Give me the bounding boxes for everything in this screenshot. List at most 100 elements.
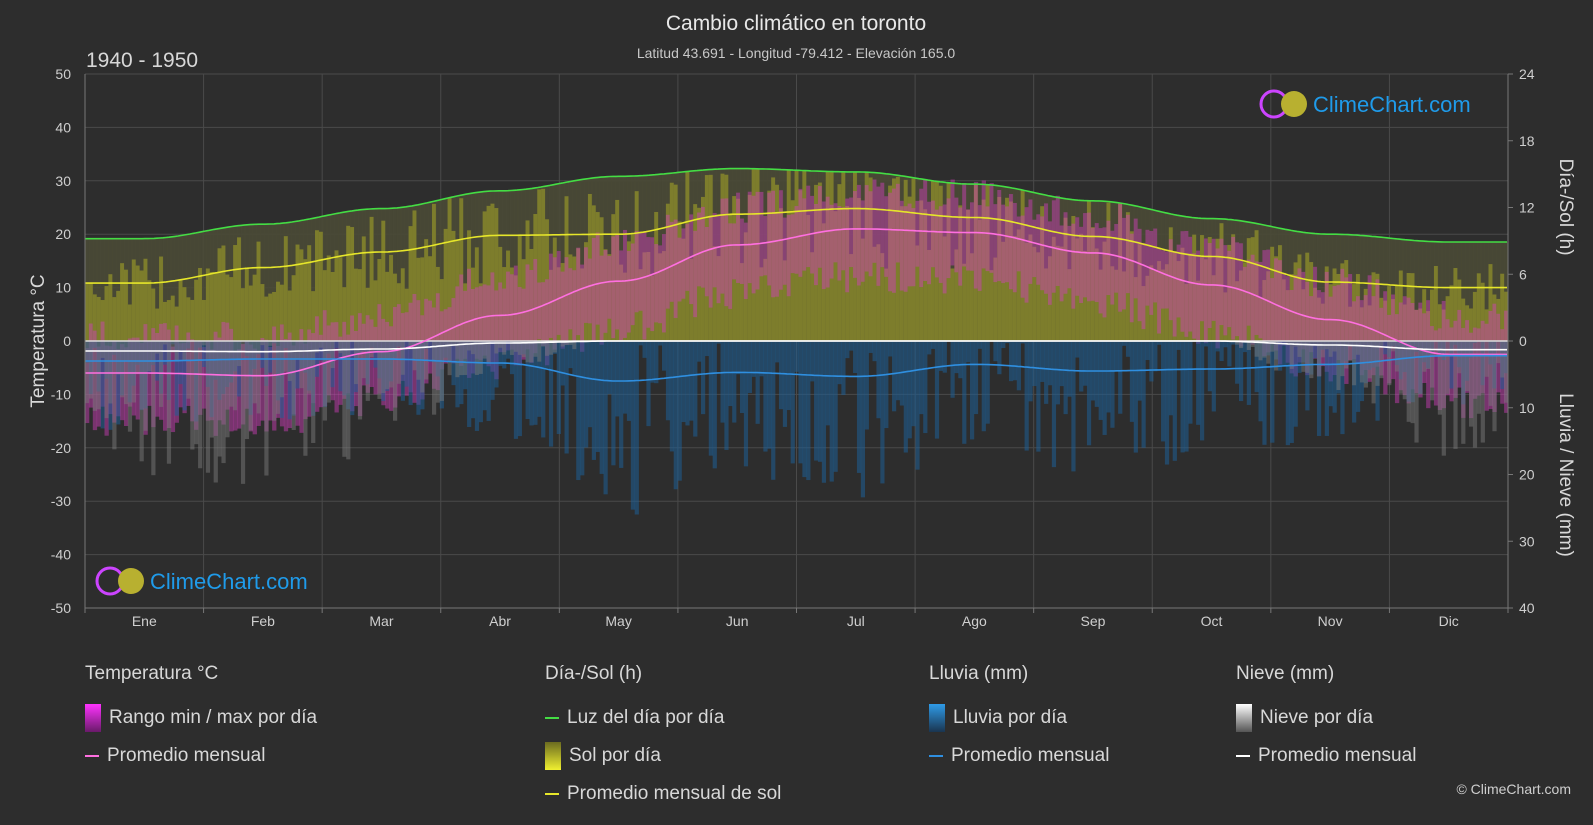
sunshine-bar: [474, 247, 480, 341]
rain-bar: [919, 341, 924, 415]
snow-bar: [283, 341, 289, 372]
temp-range-bar: [704, 226, 710, 297]
temp-range-bar: [1129, 233, 1135, 323]
snow-bar: [1426, 341, 1431, 369]
rain-bar: [950, 341, 955, 398]
sunshine-bar: [837, 184, 842, 341]
sunshine-bar: [1410, 273, 1415, 341]
snow-bar: [1496, 341, 1501, 364]
rain-bar: [1238, 341, 1244, 402]
snow-bar: [264, 341, 269, 476]
temp-range-bar: [470, 289, 476, 374]
rain-bar: [669, 341, 674, 452]
daylight-bar: [1348, 234, 1353, 341]
rain-bar: [529, 341, 534, 426]
snow-bar: [315, 341, 320, 353]
sunshine-bar: [693, 204, 698, 341]
snow-bar: [1406, 341, 1411, 422]
daylight-bar: [1496, 241, 1501, 341]
sunshine-bar: [346, 225, 351, 341]
temp-range-bar: [907, 203, 912, 287]
temp-range-bar: [1086, 212, 1092, 302]
sunshine-bar: [104, 286, 109, 341]
sunshine-bar: [1083, 250, 1088, 341]
snow-bar: [498, 341, 503, 348]
rain-bar: [1211, 341, 1216, 412]
sunshine-bar: [389, 254, 394, 341]
sunshine-bar: [611, 214, 616, 341]
temp-range-bar: [1320, 292, 1326, 367]
rain-bar: [903, 341, 908, 453]
snow-bar: [1235, 341, 1240, 345]
left-tick-label: -10: [51, 386, 71, 402]
temp-range-bar: [1125, 214, 1131, 294]
daylight-bar: [1484, 241, 1489, 341]
rain-bar: [494, 341, 499, 388]
sunshine-bar: [572, 256, 577, 341]
rain-bar: [681, 341, 686, 423]
temp-range-bar: [946, 198, 951, 279]
sunshine-bar: [1500, 273, 1505, 341]
rain-bar: [174, 341, 179, 416]
legend-item-temp-range: Rango min / max por día: [85, 699, 317, 737]
sunshine-bar: [786, 169, 792, 341]
rain-bar: [778, 341, 784, 410]
temp-range-bar: [513, 265, 519, 366]
rain-bar: [767, 341, 772, 449]
sunshine-bar: [159, 256, 164, 341]
sunshine-bar: [973, 184, 979, 341]
temp-range-bar: [201, 347, 207, 409]
sunshine-bar: [1075, 238, 1080, 341]
daylight-bar: [1367, 236, 1372, 341]
rain-bar: [849, 341, 854, 351]
sunshine-bar: [895, 176, 901, 341]
temp-range-bar: [1012, 202, 1018, 293]
daylight-bar: [439, 199, 445, 341]
temp-range-bar: [1090, 227, 1096, 301]
daylight-bar: [1414, 240, 1419, 341]
sunshine-swatch: [545, 742, 561, 770]
rain-bar: [1157, 341, 1162, 345]
temp-range-bar: [658, 245, 663, 324]
rain-bar: [1110, 341, 1115, 428]
daylight-bar: [155, 238, 160, 341]
sunshine-bar: [420, 257, 425, 341]
rain-bar: [868, 341, 873, 353]
rain-bar: [1258, 341, 1263, 422]
snow-bar: [552, 341, 558, 353]
daylight-bar: [1445, 241, 1450, 341]
sunshine-bar: [1433, 265, 1439, 341]
daylight-bar: [560, 182, 565, 341]
temp-range-bar: [1340, 268, 1345, 364]
sunshine-bar: [1016, 229, 1022, 341]
temp-range-bar: [1184, 231, 1189, 337]
sunshine-bar: [459, 198, 464, 341]
sunshine-bar: [969, 253, 975, 341]
snow-bar: [467, 341, 472, 351]
temp-range-bar: [619, 250, 624, 341]
sunshine-bar: [626, 241, 632, 341]
snow-bar: [342, 341, 347, 457]
sunshine-bar: [966, 209, 971, 341]
sunshine-bar: [915, 245, 920, 341]
temp-range-bar: [1114, 223, 1119, 293]
daylight-bar: [1258, 224, 1263, 341]
snow-bar: [354, 341, 359, 385]
sunshine-bar: [1215, 238, 1220, 341]
sunshine-bar: [1012, 235, 1018, 341]
temp-range-bar: [498, 282, 503, 353]
legend-item-rain-avg: Promedio mensual: [929, 737, 1109, 775]
snow-bar: [260, 341, 265, 346]
temp-range-bar: [502, 288, 507, 353]
snow-bar: [513, 341, 519, 352]
temp-range-bar: [962, 182, 967, 267]
sunshine-bar: [833, 211, 838, 341]
snow-bar: [139, 341, 144, 462]
rain-bar: [981, 341, 986, 432]
sunshine-bar: [845, 205, 850, 341]
temp-range-bar: [564, 257, 569, 345]
temp-range-bar: [459, 274, 464, 366]
temp-range-bar: [1083, 213, 1088, 298]
rain-bar: [1340, 341, 1345, 435]
daylight-bar: [240, 225, 246, 341]
